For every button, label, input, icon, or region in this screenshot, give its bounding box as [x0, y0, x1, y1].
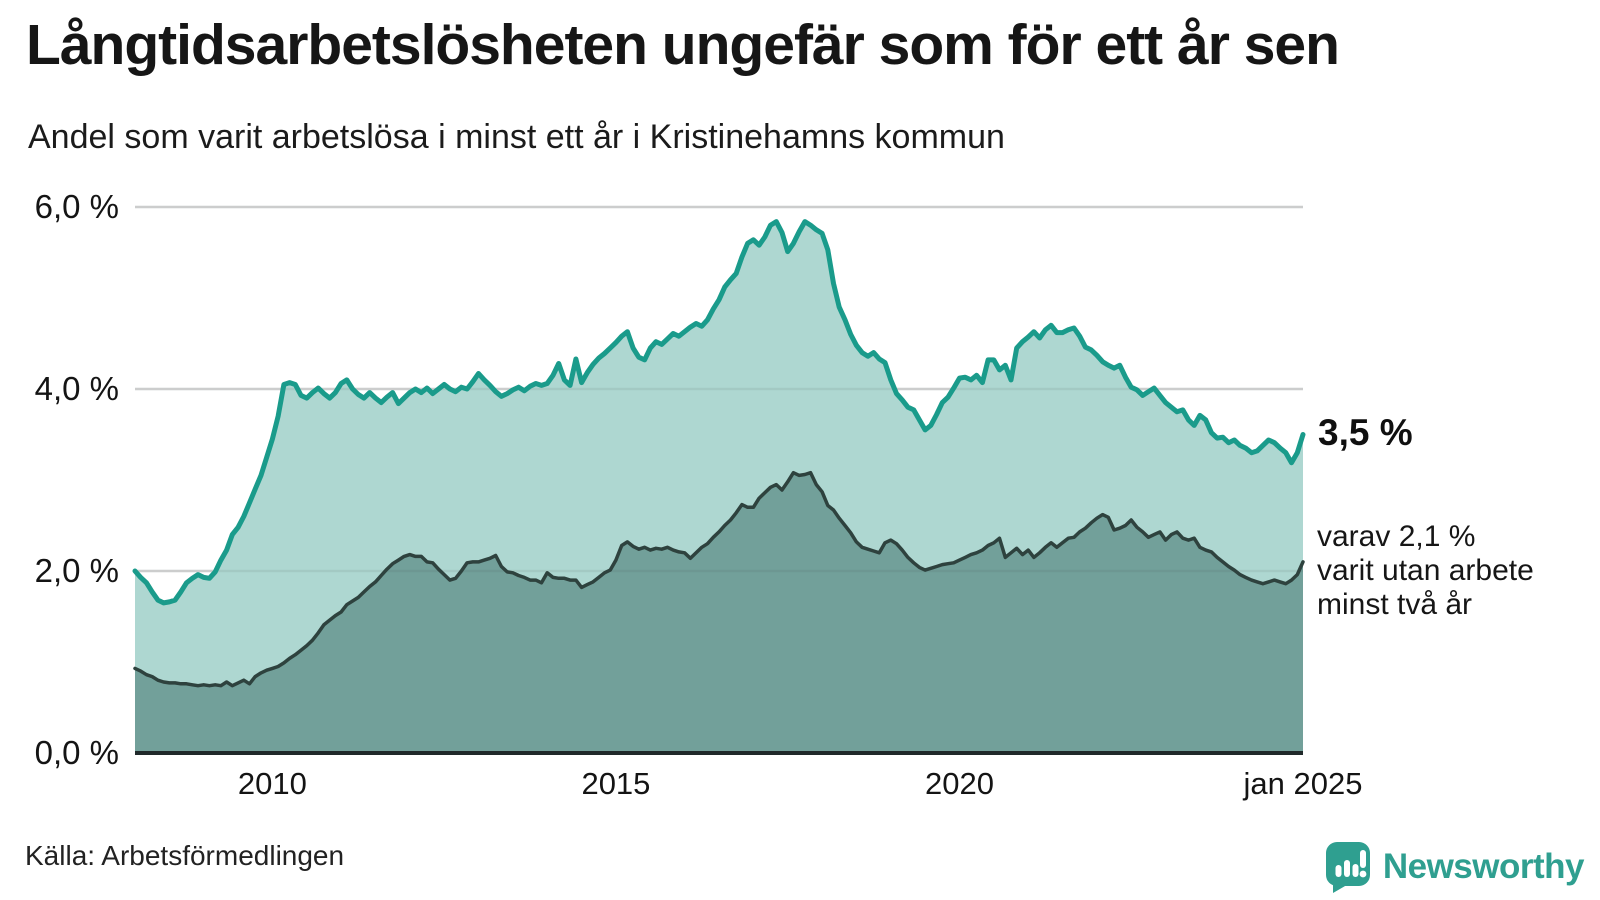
secondary-annotation-line: varit utan arbete [1317, 554, 1534, 587]
chart-title: Långtidsarbetslösheten ungefär som för e… [26, 13, 1340, 77]
y-tick-label: 2,0 % [34, 552, 119, 589]
secondary-annotation: varav 2,1 % varit utan arbete minst två … [1317, 520, 1534, 622]
x-tick-label: 2015 [581, 766, 651, 801]
y-tick-label: 4,0 % [34, 370, 119, 407]
newsworthy-wordmark: Newsworthy [1382, 847, 1585, 886]
y-tick-label: 0,0 % [34, 734, 119, 771]
newsworthy-logo: Newsworthy [1324, 840, 1585, 894]
source-label: Källa: Arbetsförmedlingen [25, 840, 345, 871]
secondary-annotation-line: minst två år [1317, 588, 1473, 621]
newsworthy-icon [1325, 842, 1370, 893]
secondary-annotation-line: varav 2,1 % [1317, 520, 1476, 553]
two-years-area [135, 472, 1303, 753]
two-years-line [133, 470, 1305, 688]
x-tick-label: 2020 [924, 766, 994, 801]
x-tick-label: 2010 [237, 766, 307, 801]
one-year-line [132, 219, 1306, 606]
x-tick-label: jan 2025 [1243, 766, 1363, 801]
chart-subtitle: Andel som varit arbetslösa i minst ett å… [28, 118, 1005, 156]
latest-value-label: 3,5 % [1318, 412, 1413, 453]
y-tick-label: 6,0 % [34, 188, 119, 225]
